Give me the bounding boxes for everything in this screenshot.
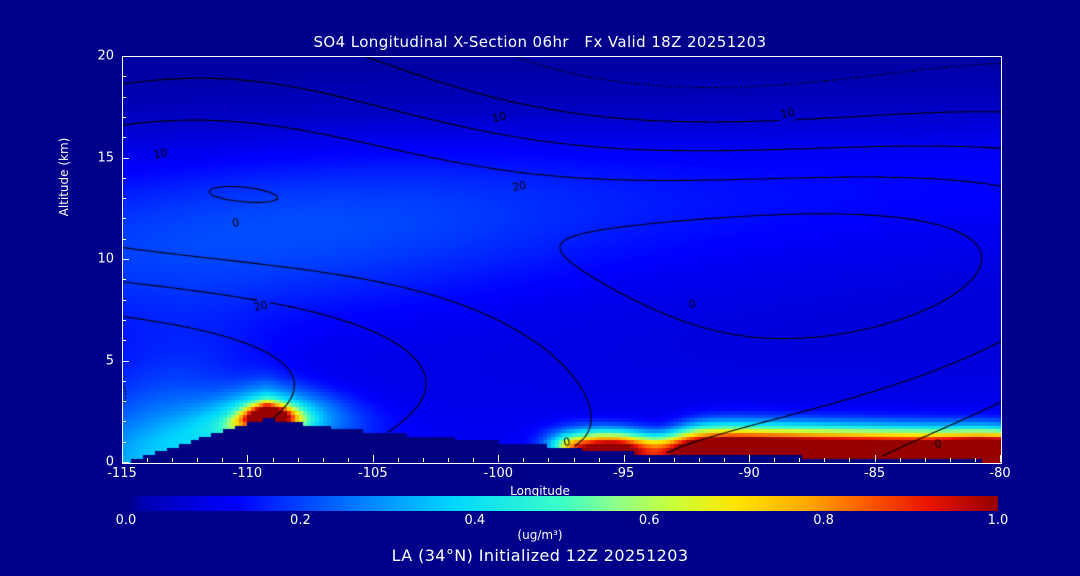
x-tick-minor xyxy=(849,458,851,462)
y-tick-major xyxy=(122,259,129,260)
x-tick-major xyxy=(623,455,625,462)
chart-title: SO4 Longitudinal X-Section 06hr Fx Valid… xyxy=(313,33,767,51)
x-tick-minor xyxy=(172,458,174,462)
x-tick-major xyxy=(247,455,249,462)
y-tick-minor xyxy=(122,198,126,200)
y-tick-label: 0 xyxy=(105,454,114,470)
x-tick-minor xyxy=(147,458,149,462)
x-tick-minor xyxy=(598,458,600,462)
colorbar-tick-label: 0.6 xyxy=(638,513,660,528)
y-tick-label: 10 xyxy=(97,251,114,267)
y-tick-major xyxy=(122,157,129,159)
x-tick-label: -100 xyxy=(483,466,514,481)
y-tick-minor xyxy=(122,218,126,220)
plot-area xyxy=(122,56,1002,464)
x-tick-minor xyxy=(347,458,349,462)
x-tick-minor xyxy=(448,458,450,462)
x-tick-label: -105 xyxy=(358,466,388,481)
y-axis-title: Altitude (km) xyxy=(57,137,71,217)
y-tick-minor xyxy=(122,76,126,78)
x-tick-label: -80 xyxy=(989,466,1011,481)
y-tick-label: 15 xyxy=(97,150,114,165)
y-tick-minor xyxy=(122,319,126,321)
colorbar-tick-label: 0.0 xyxy=(115,513,137,528)
x-tick-major xyxy=(749,455,751,462)
y-tick-minor xyxy=(122,299,126,301)
y-tick-minor xyxy=(122,137,126,139)
x-tick-major xyxy=(874,455,876,462)
y-tick-minor xyxy=(122,340,126,342)
y-tick-label: 5 xyxy=(105,353,114,368)
x-tick-minor xyxy=(548,458,550,462)
x-tick-major xyxy=(122,455,123,462)
x-tick-minor xyxy=(523,458,525,462)
chart-caption: LA (34°N) Initialized 12Z 20251203 xyxy=(391,546,689,565)
y-tick-label: 20 xyxy=(97,48,114,64)
x-tick-minor xyxy=(924,458,926,462)
x-tick-minor xyxy=(272,458,274,462)
x-tick-minor xyxy=(573,458,575,462)
colorbar-tick-label: 0.8 xyxy=(813,513,834,528)
colorbar-tick-label: 0.4 xyxy=(464,513,486,528)
x-tick-minor xyxy=(799,458,801,462)
x-tick-label: -90 xyxy=(738,466,760,481)
x-tick-label: -85 xyxy=(863,466,886,481)
x-tick-label: -95 xyxy=(613,466,635,481)
colorbar-gradient xyxy=(126,496,998,511)
colorbar-tick-label: 1.0 xyxy=(987,513,1009,528)
x-tick-minor xyxy=(322,458,324,462)
x-tick-minor xyxy=(297,458,299,462)
y-tick-major xyxy=(122,56,129,57)
x-tick-minor xyxy=(473,458,475,462)
x-axis-title: Longitude xyxy=(510,484,570,498)
y-tick-minor xyxy=(122,421,126,423)
x-tick-major xyxy=(372,455,374,462)
x-tick-label: -110 xyxy=(232,466,263,481)
colorbar-tick-label: 0.2 xyxy=(290,513,311,528)
y-tick-major xyxy=(122,360,129,362)
x-tick-minor xyxy=(899,458,901,462)
x-tick-minor xyxy=(397,458,399,462)
y-tick-minor xyxy=(122,441,126,443)
y-tick-major xyxy=(122,462,129,463)
x-tick-minor xyxy=(974,458,976,462)
x-tick-major xyxy=(1000,455,1001,462)
x-tick-minor xyxy=(824,458,826,462)
y-tick-minor xyxy=(122,279,126,281)
x-tick-minor xyxy=(949,458,951,462)
y-tick-minor xyxy=(122,177,126,179)
y-tick-minor xyxy=(122,401,126,403)
x-tick-minor xyxy=(673,458,675,462)
x-tick-major xyxy=(498,455,500,462)
y-tick-minor xyxy=(122,116,126,118)
x-tick-minor xyxy=(423,458,425,462)
x-tick-minor xyxy=(698,458,700,462)
colorbar xyxy=(126,496,998,511)
x-tick-minor xyxy=(724,458,726,462)
x-tick-minor xyxy=(222,458,224,462)
x-tick-minor xyxy=(774,458,776,462)
colorbar-units: (ug/m³) xyxy=(517,528,563,542)
x-tick-minor xyxy=(197,458,199,462)
y-tick-minor xyxy=(122,380,126,382)
x-tick-minor xyxy=(648,458,650,462)
y-tick-minor xyxy=(122,96,126,98)
y-tick-minor xyxy=(122,238,126,240)
x-tick-label: -115 xyxy=(107,466,137,481)
contour-overlay xyxy=(123,57,1001,463)
